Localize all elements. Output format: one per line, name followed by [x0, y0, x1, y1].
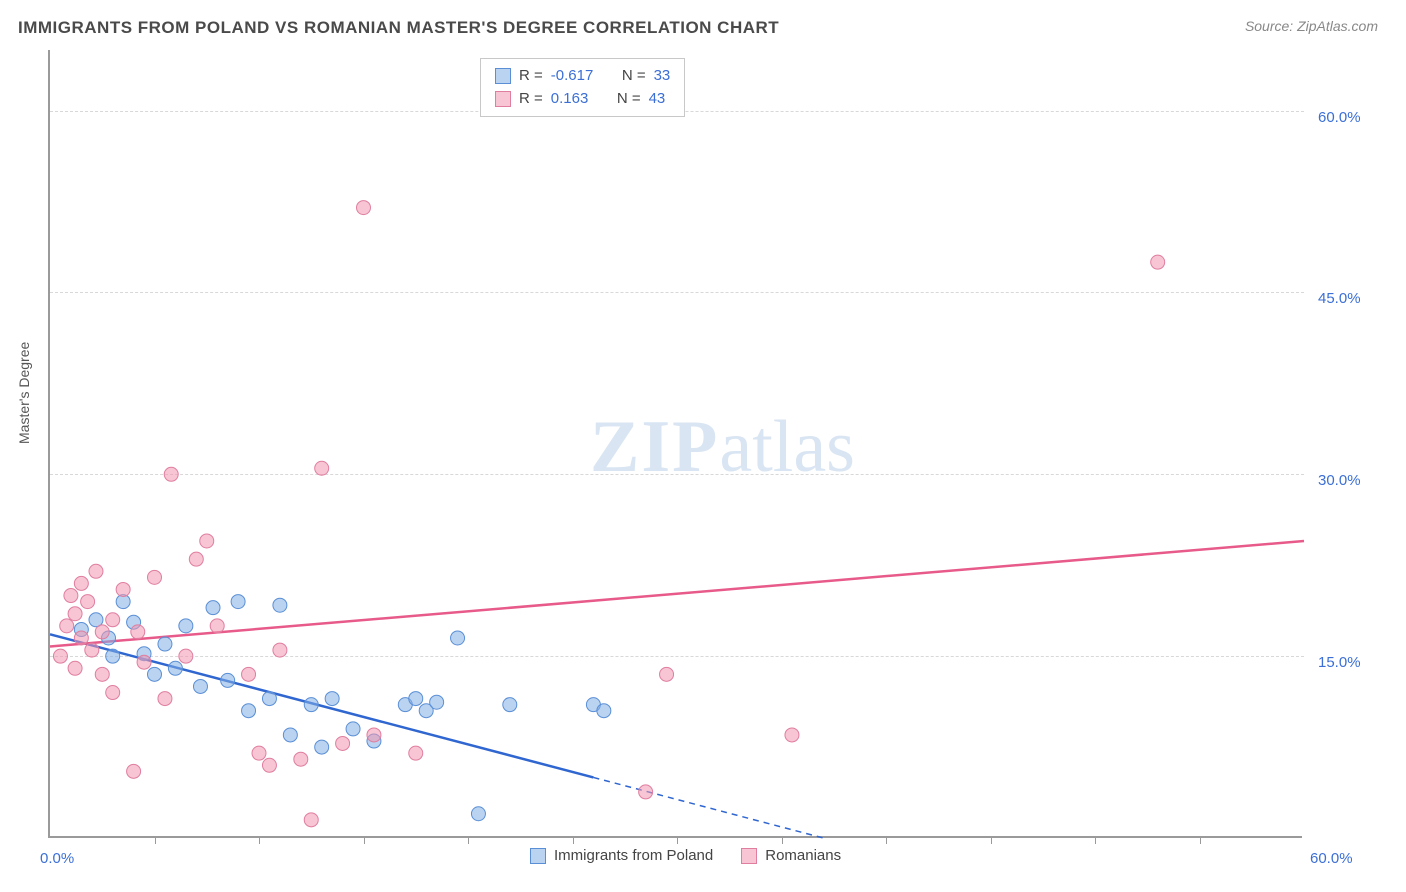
data-point-poland — [430, 695, 444, 709]
data-point-romanians — [127, 764, 141, 778]
data-point-poland — [206, 601, 220, 615]
legend-swatch — [495, 68, 511, 84]
data-point-romanians — [409, 746, 423, 760]
legend-swatch — [741, 848, 757, 864]
data-point-romanians — [158, 692, 172, 706]
y-tick-label: 60.0% — [1318, 109, 1361, 126]
data-point-poland — [597, 704, 611, 718]
data-point-romanians — [639, 785, 653, 799]
data-point-romanians — [304, 813, 318, 827]
data-point-poland — [325, 692, 339, 706]
data-point-romanians — [137, 655, 151, 669]
legend-item-poland: Immigrants from Poland — [530, 847, 713, 864]
data-point-romanians — [785, 728, 799, 742]
regression-line-dashed-poland — [593, 777, 823, 838]
data-point-romanians — [179, 649, 193, 663]
data-point-romanians — [131, 625, 145, 639]
data-point-romanians — [273, 643, 287, 657]
legend-swatch — [495, 91, 511, 107]
y-tick-label: 45.0% — [1318, 290, 1361, 307]
data-point-romanians — [95, 667, 109, 681]
data-point-poland — [193, 679, 207, 693]
data-point-romanians — [68, 607, 82, 621]
data-point-romanians — [660, 667, 674, 681]
legend-stat-row-poland: R = -0.617 N = 33 — [495, 65, 670, 88]
data-point-poland — [106, 649, 120, 663]
data-point-romanians — [164, 467, 178, 481]
data-point-poland — [471, 807, 485, 821]
data-point-poland — [503, 698, 517, 712]
source-attribution: Source: ZipAtlas.com — [1245, 18, 1378, 34]
y-axis-title: Master's Degree — [16, 342, 32, 444]
data-point-romanians — [242, 667, 256, 681]
x-axis-max-label: 60.0% — [1310, 850, 1353, 867]
data-point-romanians — [200, 534, 214, 548]
data-point-romanians — [95, 625, 109, 639]
data-point-romanians — [74, 631, 88, 645]
y-tick-label: 15.0% — [1318, 654, 1361, 671]
data-point-romanians — [210, 619, 224, 633]
data-point-poland — [148, 667, 162, 681]
data-point-romanians — [106, 613, 120, 627]
page-title: IMMIGRANTS FROM POLAND VS ROMANIAN MASTE… — [18, 18, 779, 38]
data-point-romanians — [252, 746, 266, 760]
data-point-poland — [346, 722, 360, 736]
data-point-poland — [304, 698, 318, 712]
data-point-romanians — [53, 649, 67, 663]
data-point-romanians — [64, 589, 78, 603]
data-point-romanians — [89, 564, 103, 578]
regression-line-romanians — [50, 541, 1304, 646]
data-point-poland — [242, 704, 256, 718]
legend-stat-row-romanians: R = 0.163 N = 43 — [495, 88, 670, 111]
scatter-svg — [50, 50, 1304, 838]
data-point-poland — [262, 692, 276, 706]
data-point-romanians — [357, 201, 371, 215]
data-point-romanians — [85, 643, 99, 657]
data-point-poland — [273, 598, 287, 612]
data-point-romanians — [294, 752, 308, 766]
data-point-romanians — [336, 736, 350, 750]
data-point-romanians — [1151, 255, 1165, 269]
data-point-poland — [409, 692, 423, 706]
legend-item-romanians: Romanians — [741, 847, 841, 864]
data-point-romanians — [68, 661, 82, 675]
plot-area: ZIPatlas 15.0%30.0%45.0%60.0% R = -0.617… — [48, 50, 1302, 838]
data-point-poland — [451, 631, 465, 645]
data-point-poland — [179, 619, 193, 633]
correlation-legend: R = -0.617 N = 33R = 0.163 N = 43 — [480, 58, 685, 117]
y-tick-label: 30.0% — [1318, 472, 1361, 489]
data-point-romanians — [367, 728, 381, 742]
x-axis-min-label: 0.0% — [40, 850, 74, 867]
data-point-poland — [231, 595, 245, 609]
data-point-romanians — [74, 576, 88, 590]
data-point-romanians — [116, 582, 130, 596]
series-legend: Immigrants from Poland Romanians — [530, 847, 841, 864]
data-point-poland — [283, 728, 297, 742]
chart-container: Master's Degree ZIPatlas 15.0%30.0%45.0%… — [48, 50, 1358, 838]
data-point-romanians — [148, 570, 162, 584]
data-point-romanians — [315, 461, 329, 475]
legend-swatch — [530, 848, 546, 864]
data-point-poland — [168, 661, 182, 675]
data-point-poland — [158, 637, 172, 651]
data-point-romanians — [262, 758, 276, 772]
data-point-poland — [221, 673, 235, 687]
data-point-romanians — [106, 686, 120, 700]
data-point-poland — [315, 740, 329, 754]
data-point-romanians — [60, 619, 74, 633]
data-point-romanians — [189, 552, 203, 566]
data-point-romanians — [81, 595, 95, 609]
